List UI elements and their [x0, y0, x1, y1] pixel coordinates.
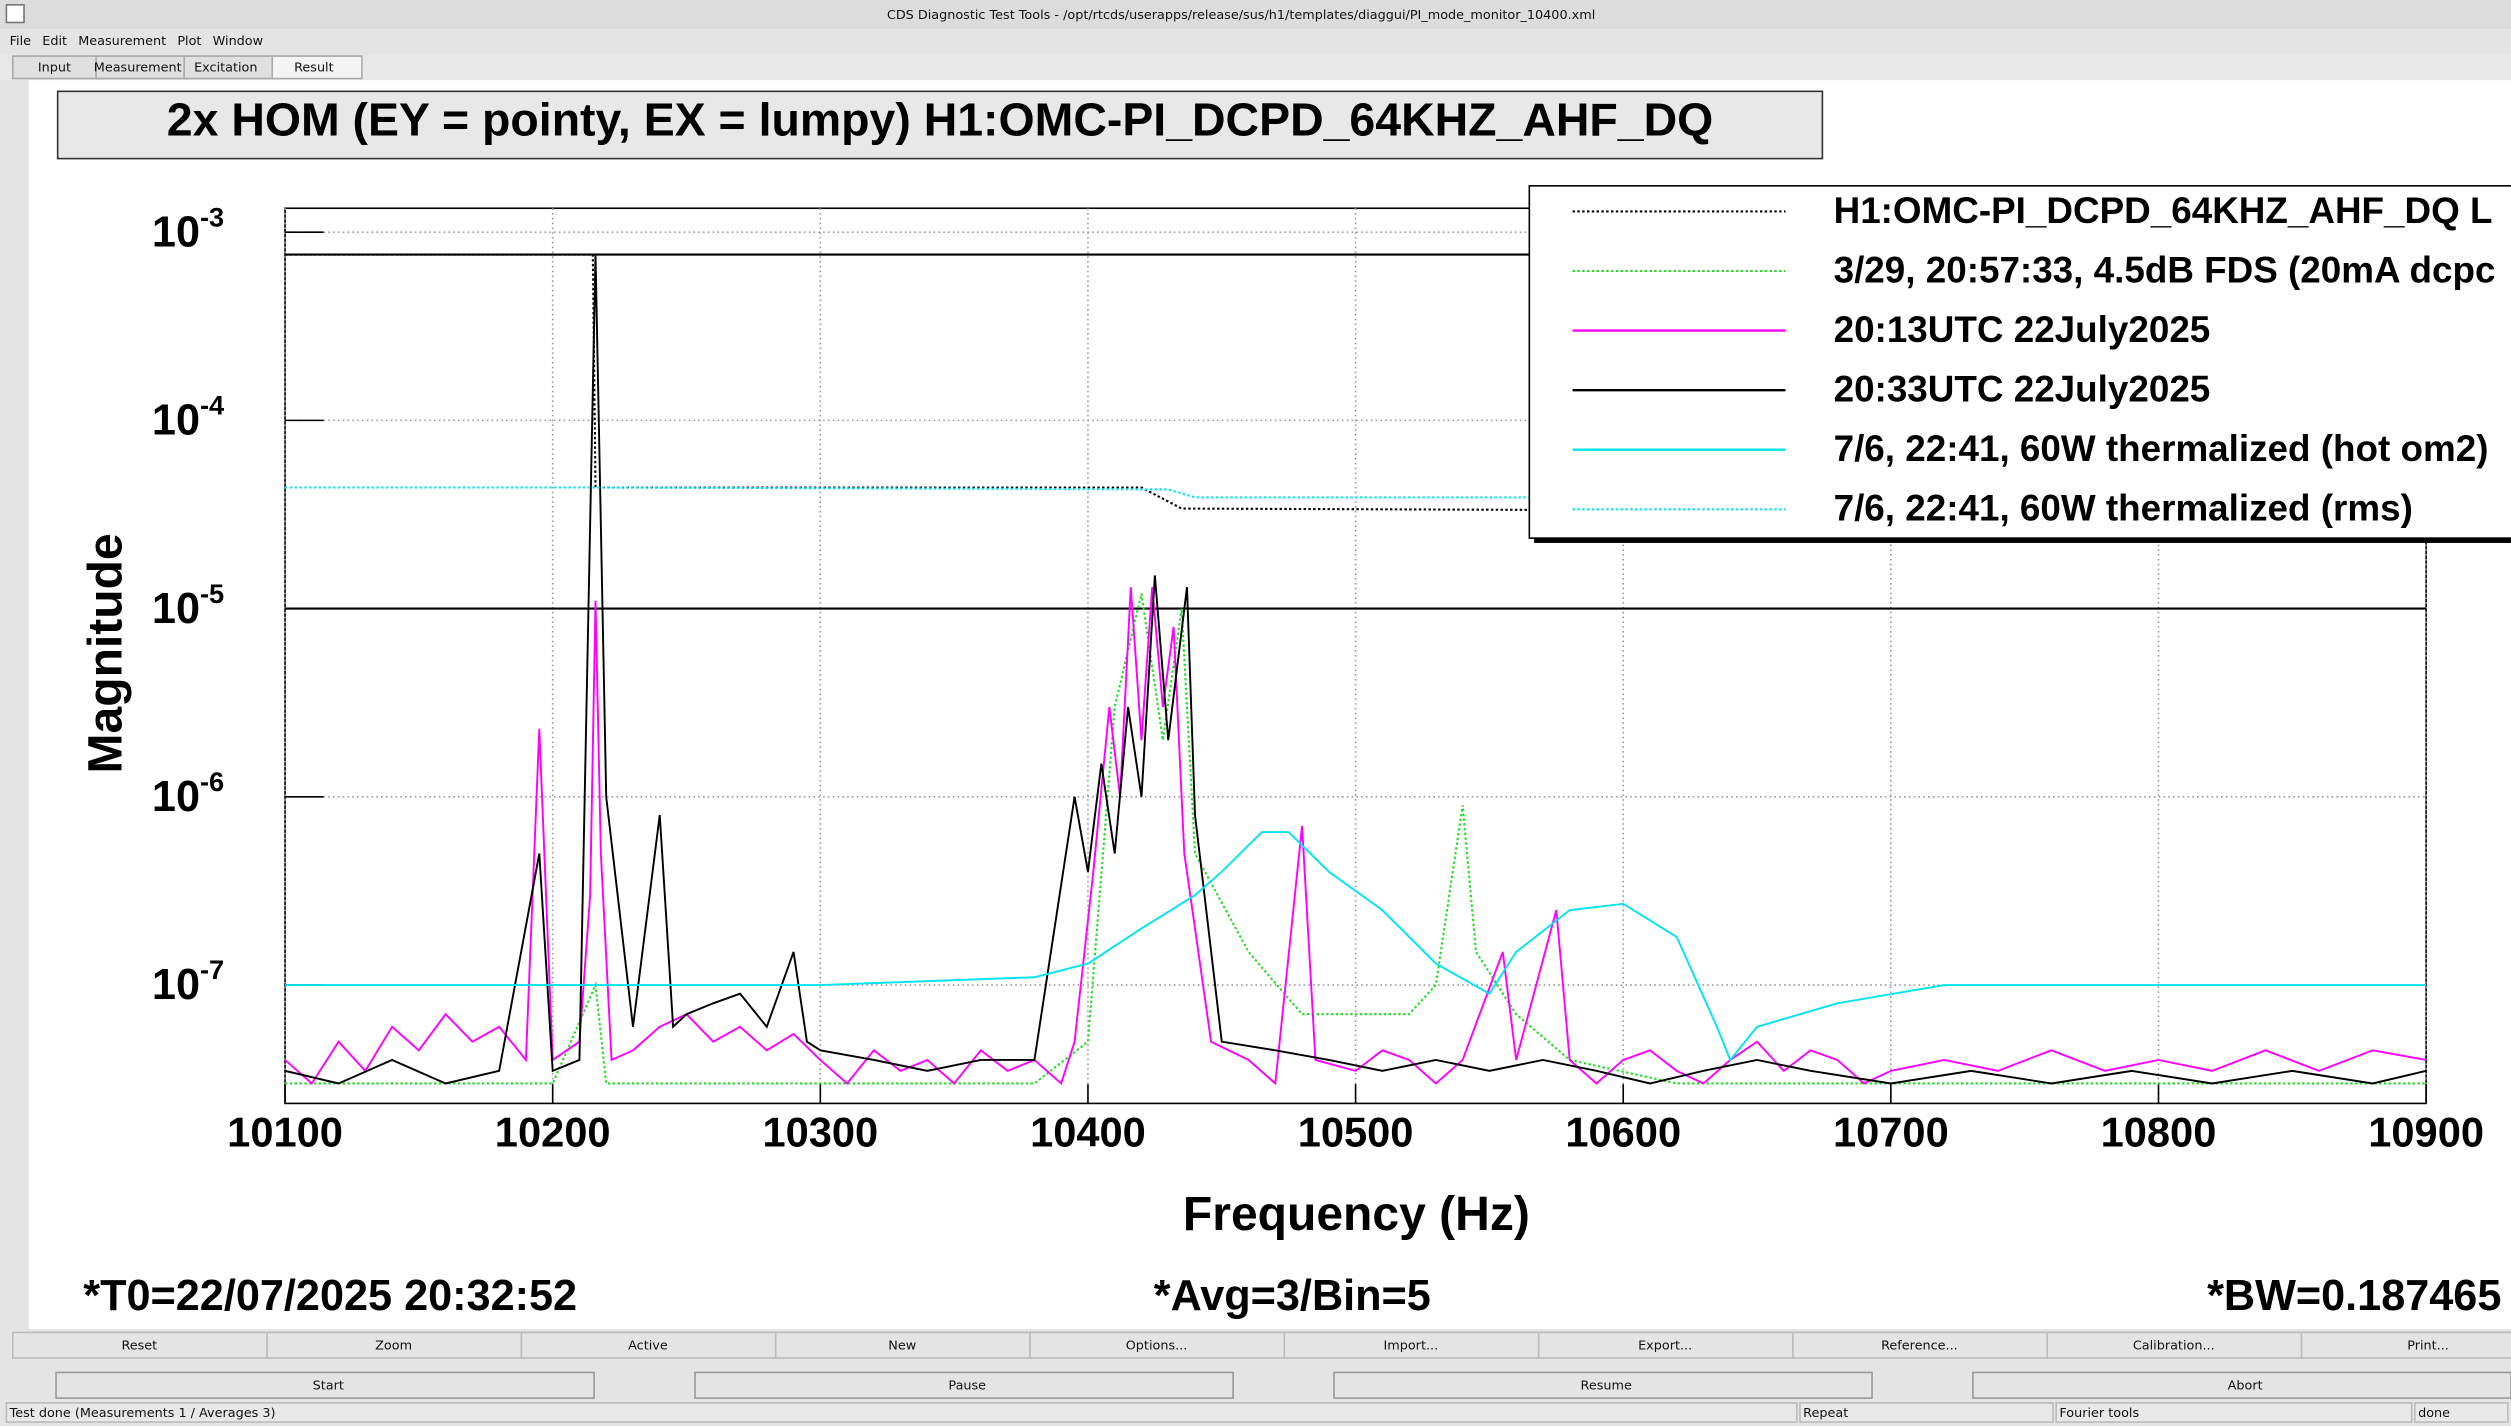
status-text: Repeat	[1803, 1406, 1848, 1421]
button[interactable]	[1792, 1331, 2049, 1359]
control-label[interactable]: Resume	[1581, 1379, 1632, 1394]
y-tick-base: 10	[152, 209, 200, 257]
y-tick-label: 10-3	[152, 202, 224, 257]
menu-item[interactable]: Plot	[177, 34, 201, 49]
button[interactable]	[1537, 1331, 1794, 1359]
button[interactable]	[2300, 1331, 2511, 1359]
y-tick-label: 10-4	[152, 390, 224, 445]
series-line	[285, 831, 2427, 1062]
y-tick-label: 10-6	[152, 766, 224, 821]
legend-label: 7/6, 22:41, 60W thermalized (hot om2)	[1834, 428, 2489, 469]
annotation: *T0=22/07/2025 20:32:52	[83, 1272, 577, 1320]
button[interactable]	[266, 1331, 523, 1359]
y-axis-label: Magnitude	[80, 533, 133, 773]
control-label[interactable]: Abort	[2228, 1379, 2263, 1394]
button[interactable]	[774, 1331, 1031, 1359]
status-cell	[2414, 1402, 2509, 1423]
x-tick-label: 10400	[1030, 1108, 1146, 1155]
button-label[interactable]: Print...	[2407, 1339, 2449, 1354]
button-label[interactable]: Calibration...	[2133, 1339, 2215, 1354]
legend-label: 20:33UTC 22July2025	[1834, 368, 2211, 409]
button-label[interactable]: Export...	[1638, 1339, 1692, 1354]
y-tick-base: 10	[152, 962, 200, 1010]
y-tick-exponent: -4	[200, 390, 224, 421]
button[interactable]	[1283, 1331, 1540, 1359]
x-tick-label: 10900	[2368, 1108, 2484, 1155]
y-tick-exponent: -6	[200, 766, 224, 797]
button-label[interactable]: New	[888, 1339, 916, 1354]
y-tick-base: 10	[152, 585, 200, 633]
control-button[interactable]	[694, 1371, 1234, 1399]
tab-label[interactable]: Measurement	[94, 61, 182, 76]
status-cell	[1799, 1402, 2054, 1423]
tab-label[interactable]: Excitation	[194, 61, 257, 76]
button-label[interactable]: Zoom	[375, 1339, 412, 1354]
legend-label: 20:13UTC 22July2025	[1834, 309, 2211, 350]
legend-label: 3/29, 20:57:33, 4.5dB FDS (20mA dcpc	[1834, 249, 2496, 290]
x-tick-label: 10800	[2101, 1108, 2217, 1155]
chart-title: 2x HOM (EY = pointy, EX = lumpy) H1:OMC-…	[167, 94, 1714, 146]
y-tick-label: 10-7	[152, 954, 224, 1009]
annotation: *Avg=3/Bin=5	[1154, 1272, 1431, 1320]
button-label[interactable]: Import...	[1383, 1339, 1438, 1354]
control-label[interactable]: Start	[313, 1379, 344, 1394]
annotation: *BW=0.187465	[2207, 1272, 2501, 1320]
x-tick-label: 10600	[1565, 1108, 1681, 1155]
menu-item[interactable]: File	[10, 34, 32, 49]
y-tick-exponent: -3	[200, 202, 224, 233]
button-label[interactable]: Reference...	[1881, 1339, 1958, 1354]
control-button[interactable]	[55, 1371, 595, 1399]
button[interactable]	[12, 1331, 268, 1359]
legend-label: H1:OMC-PI_DCPD_64KHZ_AHF_DQ L	[1834, 190, 2493, 231]
legend	[1528, 185, 2511, 539]
status-cell	[2055, 1402, 2413, 1423]
title-bar	[0, 0, 2511, 29]
tab-label[interactable]: Input	[38, 61, 71, 76]
status-text: Test done (Measurements 1 / Averages 3)	[9, 1406, 276, 1421]
control-button[interactable]	[1972, 1371, 2511, 1399]
window-icon[interactable]	[5, 4, 25, 24]
status-text: done	[2418, 1406, 2450, 1421]
menu-item[interactable]: Measurement	[78, 34, 166, 49]
y-tick-label: 10-5	[152, 578, 224, 633]
x-tick-label: 10100	[227, 1108, 343, 1155]
y-tick-base: 10	[152, 397, 200, 445]
button[interactable]	[1029, 1331, 1286, 1359]
menu-item[interactable]: Edit	[42, 34, 67, 49]
legend-label: 7/6, 22:41, 60W thermalized (rms)	[1834, 488, 2413, 529]
tab[interactable]	[271, 55, 363, 80]
status-text: Fourier tools	[2059, 1406, 2139, 1421]
x-tick-label: 10700	[1833, 1108, 1949, 1155]
window-title: CDS Diagnostic Test Tools - /opt/rtcds/u…	[887, 8, 1595, 23]
control-label[interactable]: Pause	[948, 1379, 986, 1394]
menu-item[interactable]: Window	[213, 34, 263, 49]
button-label[interactable]: Options...	[1126, 1339, 1188, 1354]
y-tick-exponent: -7	[200, 954, 224, 985]
y-tick-base: 10	[152, 773, 200, 821]
x-axis-label: Frequency (Hz)	[1183, 1188, 1530, 1241]
series-line	[285, 587, 2427, 1086]
x-tick-label: 10300	[762, 1108, 878, 1155]
x-tick-label: 10500	[1298, 1108, 1414, 1155]
y-tick-exponent: -5	[200, 578, 224, 609]
tab-bar	[0, 54, 2511, 81]
control-button[interactable]	[1333, 1371, 1873, 1399]
x-tick-label: 10200	[495, 1108, 611, 1155]
status-cell	[5, 1402, 1798, 1423]
tab-label[interactable]: Result	[294, 61, 334, 76]
button[interactable]	[2046, 1331, 2303, 1359]
button[interactable]	[520, 1331, 777, 1359]
title-box	[56, 90, 1824, 160]
button-label[interactable]: Reset	[121, 1339, 157, 1354]
series-line	[285, 254, 2427, 1085]
button-label[interactable]: Active	[628, 1339, 668, 1354]
